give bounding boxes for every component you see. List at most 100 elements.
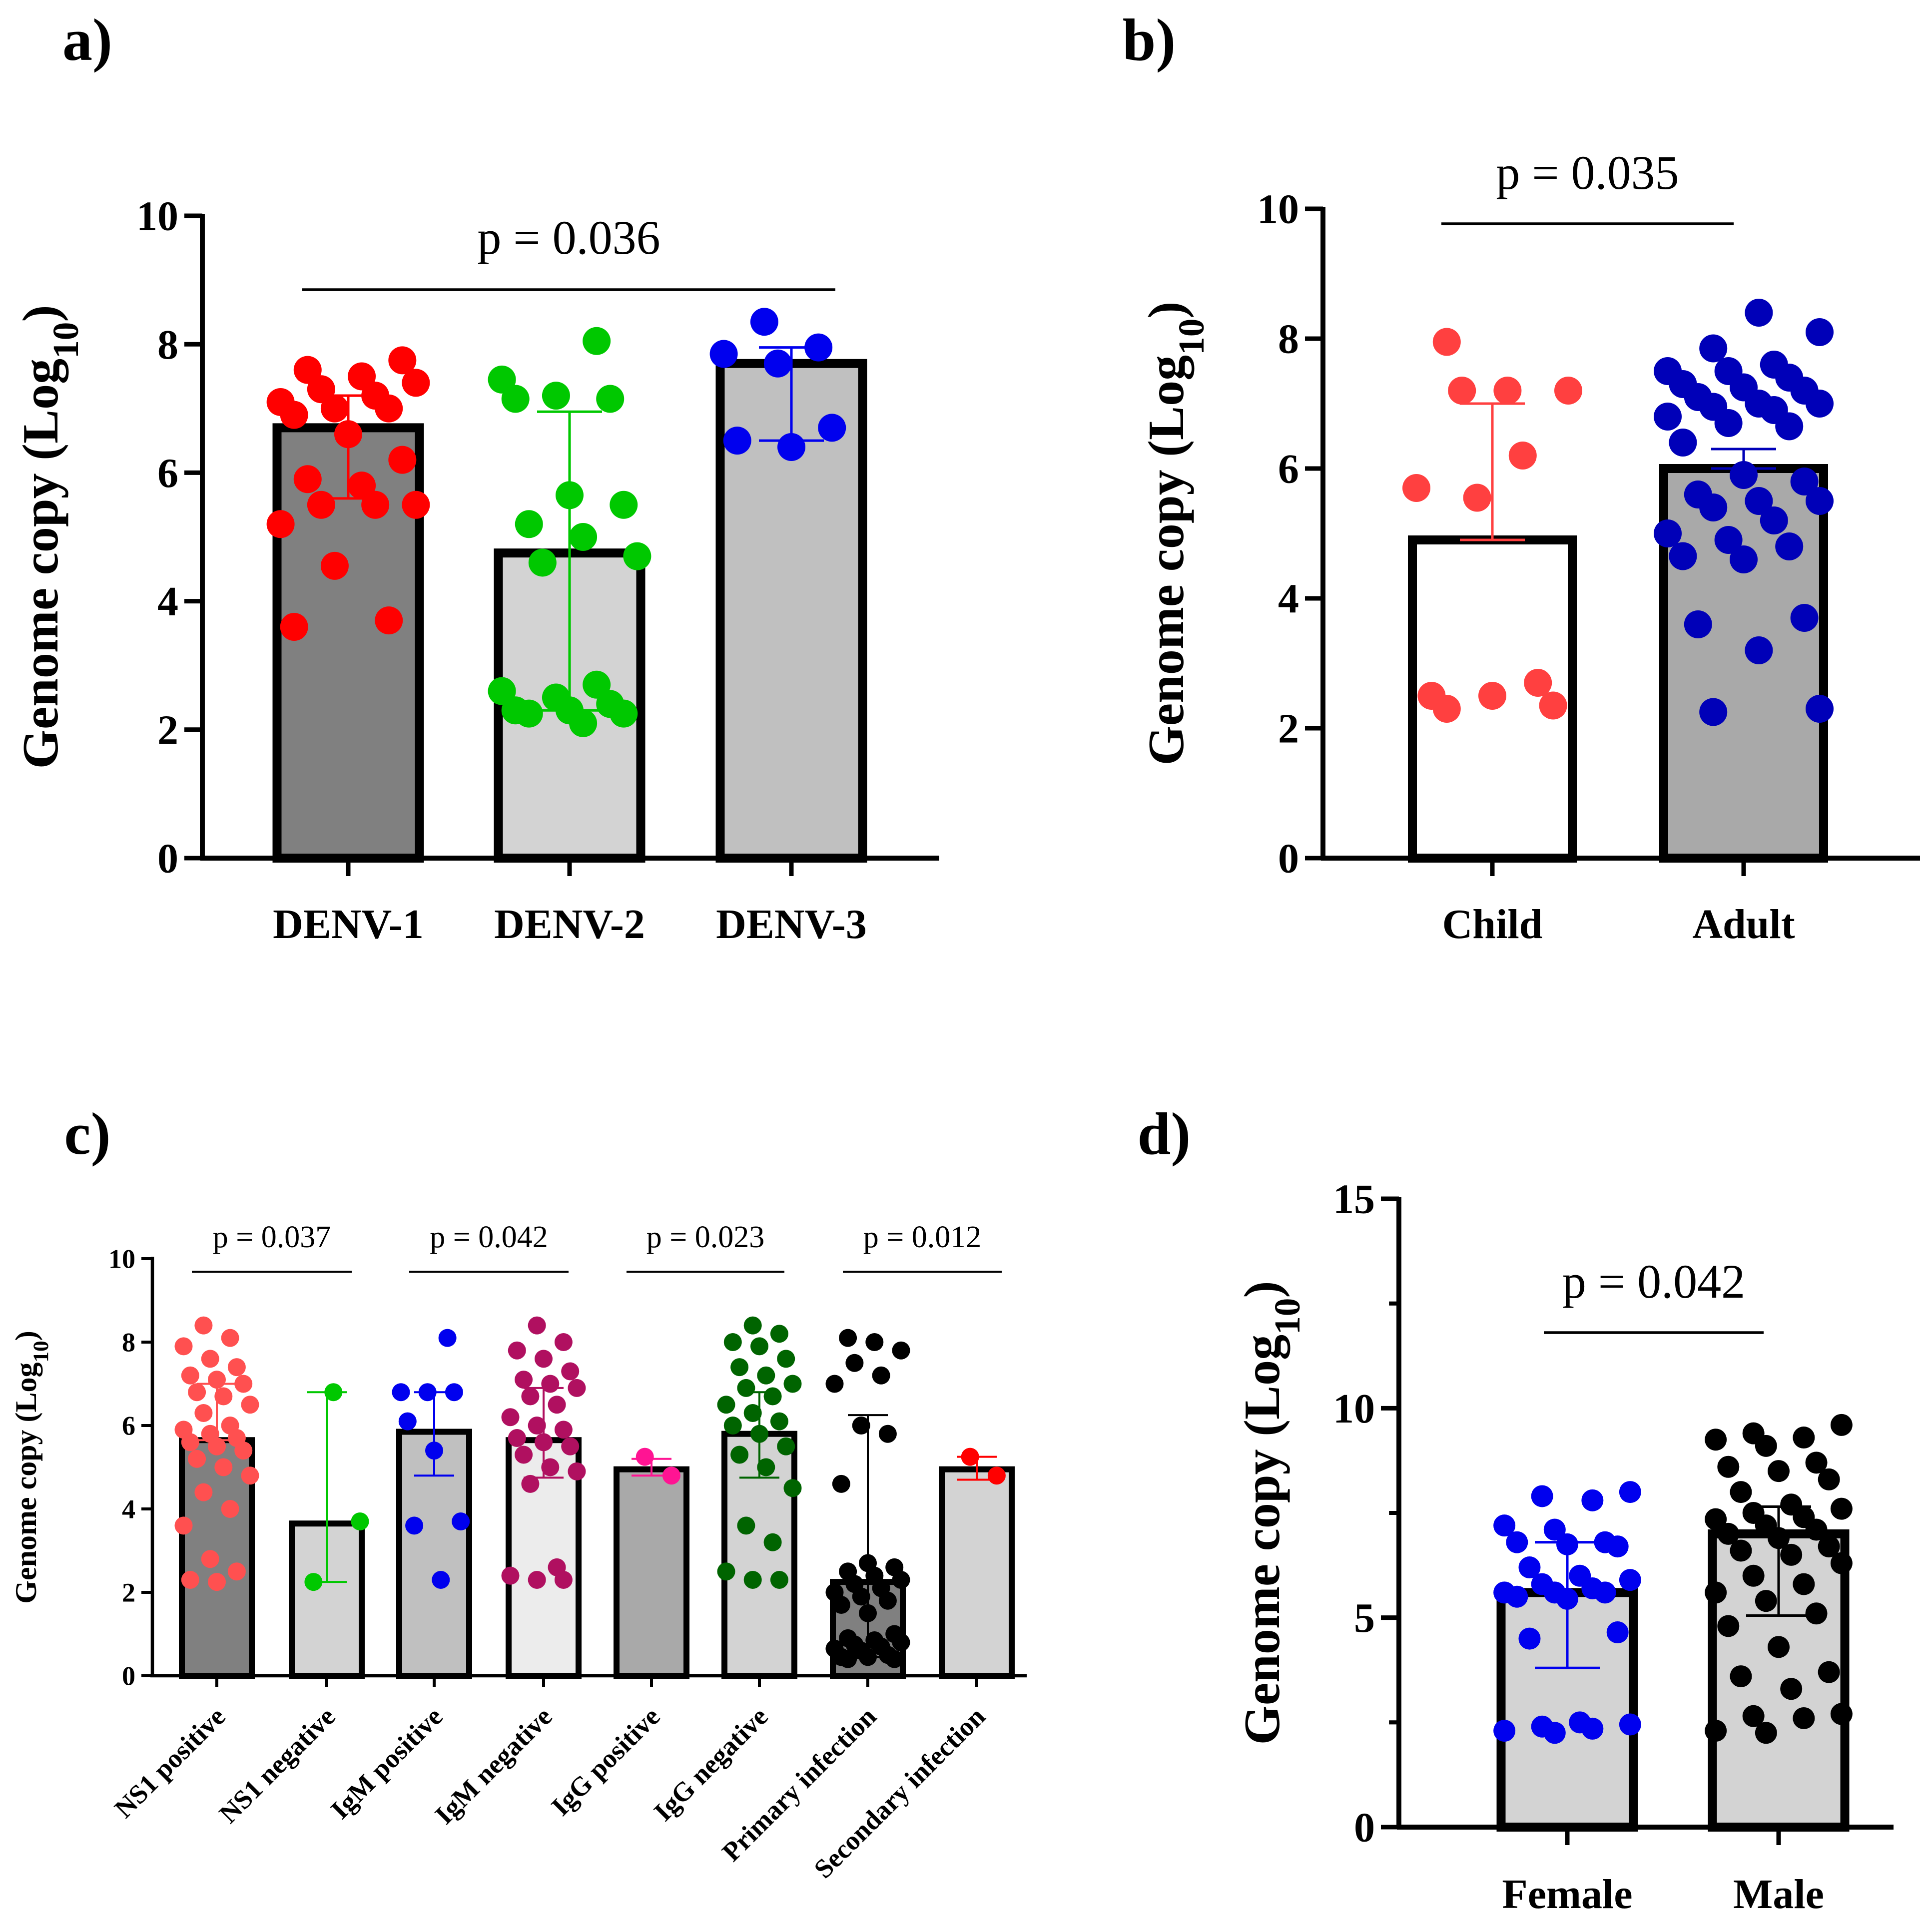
y-tick-label: 6	[122, 1411, 135, 1441]
data-point	[508, 1341, 526, 1360]
data-point	[845, 1354, 864, 1372]
y-axis-label: Genome copy (Log10)	[9, 1331, 53, 1603]
data-point	[859, 1604, 877, 1622]
data-point	[1742, 1705, 1765, 1727]
data-point	[1755, 1590, 1777, 1612]
data-point	[852, 1417, 870, 1435]
data-point	[859, 1648, 877, 1666]
data-point	[515, 699, 543, 728]
y-tick-label: 6	[1278, 446, 1299, 492]
data-point	[763, 1387, 782, 1406]
data-point	[1699, 334, 1728, 363]
data-point	[194, 1404, 213, 1422]
data-point	[1780, 1543, 1803, 1566]
data-point	[569, 523, 598, 551]
data-point	[542, 382, 570, 410]
y-tick-label: 0	[1278, 836, 1299, 882]
data-point	[535, 1433, 553, 1451]
y-tick-label: 10	[136, 193, 178, 240]
data-point	[1745, 636, 1773, 664]
data-point	[227, 1562, 246, 1581]
data-point	[1717, 1615, 1740, 1637]
data-point	[398, 1412, 417, 1431]
bar-igg-positive	[614, 1466, 689, 1679]
data-point	[961, 1448, 979, 1466]
y-tick-label: 2	[157, 707, 178, 753]
data-point	[324, 1383, 343, 1402]
y-tick-label: 2	[1278, 706, 1299, 752]
x-tick-label: Adult	[1692, 901, 1795, 948]
data-point	[568, 1462, 586, 1480]
data-point	[1775, 412, 1804, 441]
data-point	[892, 1341, 910, 1360]
y-axis-label-close: )	[12, 305, 69, 322]
p-value-label: p = 0.037	[213, 1220, 331, 1254]
y-tick-label: 4	[157, 578, 178, 625]
x-tick-label: DENV-3	[716, 901, 867, 948]
panel-label: c)	[64, 1100, 110, 1167]
y-axis-label-text: Genome copy (Log	[9, 1362, 42, 1603]
data-point	[188, 1449, 206, 1468]
data-point	[392, 1383, 410, 1402]
p-value-label: p = 0.012	[863, 1220, 981, 1254]
data-point	[1818, 1468, 1840, 1490]
data-point	[208, 1437, 226, 1455]
x-tick-label: Child	[1442, 901, 1543, 948]
data-point	[221, 1329, 239, 1347]
data-point	[839, 1329, 857, 1347]
data-point	[521, 1474, 540, 1493]
y-axis-label-text: Genome copy (Log	[1234, 1335, 1290, 1745]
data-point	[892, 1570, 910, 1589]
data-point	[535, 1350, 553, 1368]
data-point	[241, 1396, 259, 1414]
data-point	[293, 465, 322, 493]
bar-secondary-infection	[939, 1466, 1015, 1679]
data-point	[1730, 545, 1758, 573]
data-point	[717, 1396, 735, 1414]
data-point	[763, 1533, 782, 1551]
data-point	[1705, 1720, 1727, 1742]
y-axis-label: Genome copy (Log10)	[1234, 1281, 1307, 1745]
data-point	[804, 333, 833, 362]
data-point	[1432, 695, 1461, 723]
x-tick-label: DENV-2	[494, 901, 645, 948]
data-point	[266, 510, 295, 538]
data-point	[1714, 526, 1743, 554]
data-point	[1717, 1455, 1740, 1478]
data-point	[743, 1404, 762, 1422]
data-point	[201, 1350, 219, 1368]
data-point	[1768, 1527, 1790, 1549]
y-axis-label-close: )	[1138, 302, 1195, 319]
y-tick-label: 4	[1278, 576, 1299, 622]
data-point	[737, 1516, 755, 1535]
data-point	[452, 1512, 470, 1531]
p-value-label: p = 0.023	[646, 1220, 764, 1254]
panel-label: a)	[62, 6, 112, 73]
data-point	[662, 1466, 680, 1485]
data-point	[1818, 1535, 1840, 1558]
data-point	[388, 346, 417, 375]
y-axis-label-subscript: 10	[1267, 1298, 1307, 1334]
data-point	[375, 394, 403, 423]
data-point	[1524, 669, 1552, 697]
data-point	[1755, 1722, 1777, 1744]
data-point	[1543, 1722, 1566, 1744]
y-axis-label-subscript: 10	[29, 1341, 53, 1362]
y-tick-label: 0	[1354, 1805, 1375, 1851]
data-point	[548, 1396, 566, 1414]
data-point	[556, 481, 584, 509]
data-point	[1805, 1518, 1828, 1541]
data-point	[839, 1650, 857, 1668]
data-point	[709, 340, 738, 368]
data-point	[1606, 1621, 1629, 1644]
data-point	[234, 1375, 253, 1393]
y-axis-label: Genome copy (Log10)	[12, 305, 86, 769]
data-point	[987, 1466, 1006, 1485]
data-point	[783, 1375, 802, 1393]
p-value-label: p = 0.035	[1496, 146, 1679, 199]
data-point	[1699, 698, 1728, 726]
data-point	[777, 1350, 795, 1368]
data-point	[1830, 1497, 1853, 1520]
data-point	[1543, 1518, 1566, 1541]
